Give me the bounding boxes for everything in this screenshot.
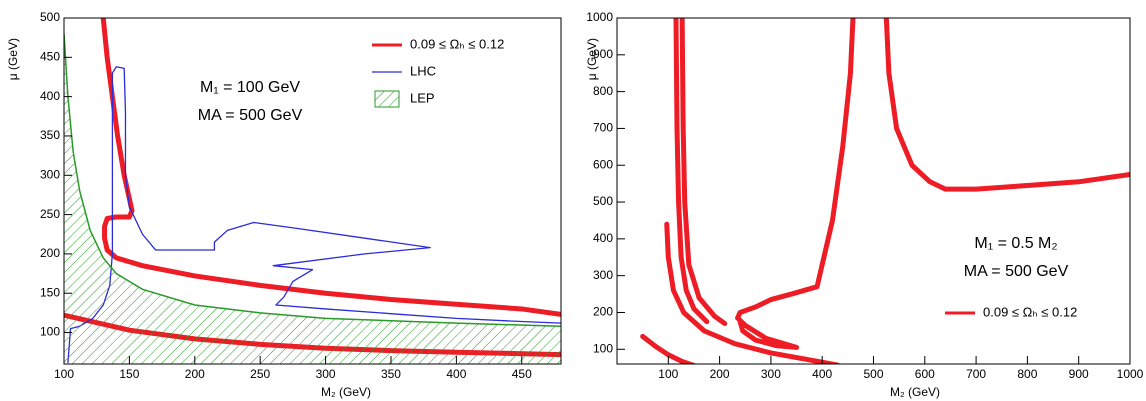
x-tick-label: 900 bbox=[1069, 367, 1089, 381]
x-tick-label: 300 bbox=[316, 367, 336, 381]
x-tick-label: 200 bbox=[185, 367, 205, 381]
legend-label: LHC bbox=[410, 63, 436, 78]
y-tick-label: 900 bbox=[593, 47, 613, 61]
y-tick-label: 600 bbox=[593, 157, 613, 171]
y-tick-label: 1000 bbox=[586, 10, 613, 24]
x-tick-label: 1000 bbox=[1117, 367, 1144, 381]
x-tick-label: 500 bbox=[863, 367, 883, 381]
y-tick-label: 300 bbox=[40, 167, 60, 181]
y-tick-label: 500 bbox=[40, 10, 60, 24]
x-tick-label: 600 bbox=[915, 367, 935, 381]
legend-label: 0.09 ≤ Ωₕ ≤ 0.12 bbox=[410, 36, 504, 51]
y-tick-label: 500 bbox=[593, 194, 613, 208]
y-tick-label: 400 bbox=[593, 231, 613, 245]
y-tick-label: 700 bbox=[593, 121, 613, 135]
plot-frame bbox=[63, 17, 562, 365]
legend-label: LEP bbox=[410, 90, 435, 105]
y-tick-label: 150 bbox=[40, 285, 60, 299]
x-tick-label: 250 bbox=[250, 367, 270, 381]
y-tick-label: 300 bbox=[593, 268, 613, 282]
hatched-area bbox=[64, 33, 561, 364]
x-tick-label: 400 bbox=[812, 367, 832, 381]
legend-swatch bbox=[374, 90, 400, 108]
x-tick-label: 100 bbox=[658, 367, 678, 381]
y-tick-label: 450 bbox=[40, 49, 60, 63]
x-tick-label: 300 bbox=[761, 367, 781, 381]
x-tick-label: 400 bbox=[446, 367, 466, 381]
legend-label: 0.09 ≤ Ωₕ ≤ 0.12 bbox=[983, 304, 1077, 319]
x-tick-label: 800 bbox=[1017, 367, 1037, 381]
x-tick-label: 350 bbox=[381, 367, 401, 381]
x-tick-label: 700 bbox=[966, 367, 986, 381]
y-tick-label: 100 bbox=[593, 341, 613, 355]
x-tick-label: 150 bbox=[119, 367, 139, 381]
y-axis-label: μ (GeV) bbox=[6, 38, 20, 80]
area-boundary bbox=[64, 33, 561, 328]
x-axis-label: M₂ (GeV) bbox=[890, 385, 940, 399]
y-tick-label: 200 bbox=[40, 246, 60, 260]
annotation: M₁ = 100 GeV bbox=[200, 79, 300, 96]
annotation: MA = 500 GeV bbox=[964, 263, 1069, 280]
y-tick-label: 250 bbox=[40, 207, 60, 221]
curve bbox=[640, 18, 1130, 364]
y-tick-label: 800 bbox=[593, 84, 613, 98]
y-tick-label: 100 bbox=[40, 325, 60, 339]
y-tick-label: 400 bbox=[40, 89, 60, 103]
y-tick-label: 350 bbox=[40, 128, 60, 142]
x-tick-label: 100 bbox=[54, 367, 74, 381]
plot bbox=[640, 18, 1130, 364]
y-tick-label: 200 bbox=[593, 305, 613, 319]
annotation: M₁ = 0.5 M₂ bbox=[974, 235, 1057, 252]
plot bbox=[64, 18, 561, 364]
y-axis-label: μ (GeV) bbox=[585, 38, 599, 80]
x-axis-label: M₂ (GeV) bbox=[321, 385, 371, 399]
x-tick-label: 200 bbox=[710, 367, 730, 381]
x-tick-label: 450 bbox=[512, 367, 532, 381]
annotation: MA = 500 GeV bbox=[198, 107, 303, 124]
